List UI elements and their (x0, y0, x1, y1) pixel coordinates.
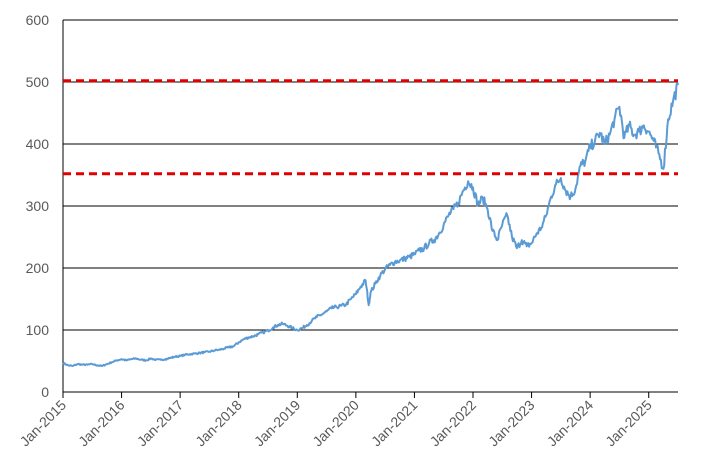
axes (62, 20, 678, 398)
x-tick-label: Jan-2019 (251, 397, 304, 450)
y-tick-label: 500 (26, 74, 50, 90)
y-tick-label: 300 (26, 198, 50, 214)
x-tick-label: Jan-2025 (602, 397, 655, 450)
x-axis-tick-labels: Jan-2015 Jan-2016 Jan-2017 Jan-2018 Jan-2019… (17, 397, 655, 450)
y-tick-label: 200 (26, 260, 50, 276)
y-tick-label: 400 (26, 136, 50, 152)
x-tick-label: Jan-2015 (17, 397, 70, 450)
y-tick-label: 100 (26, 322, 50, 338)
x-tick-label: Jan-2023 (485, 397, 538, 450)
x-tick-label: Jan-2017 (134, 397, 187, 450)
x-tick-label: Jan-2024 (544, 397, 597, 450)
y-tick-label: 0 (41, 384, 49, 400)
gridlines (63, 19, 678, 331)
y-axis-tick-labels: 0 100 200 300 400 500 600 (26, 12, 50, 400)
price-series-line (62, 81, 679, 367)
x-tick-label: Jan-2018 (192, 397, 245, 450)
y-tick-label: 600 (26, 12, 50, 28)
series-group (62, 81, 679, 367)
x-tick-label: Jan-2020 (309, 397, 362, 450)
x-tick-label: Jan-2022 (427, 397, 480, 450)
reference-lines (63, 79, 678, 176)
x-tick-label: Jan-2021 (368, 397, 421, 450)
x-tick-label: Jan-2016 (75, 397, 128, 450)
